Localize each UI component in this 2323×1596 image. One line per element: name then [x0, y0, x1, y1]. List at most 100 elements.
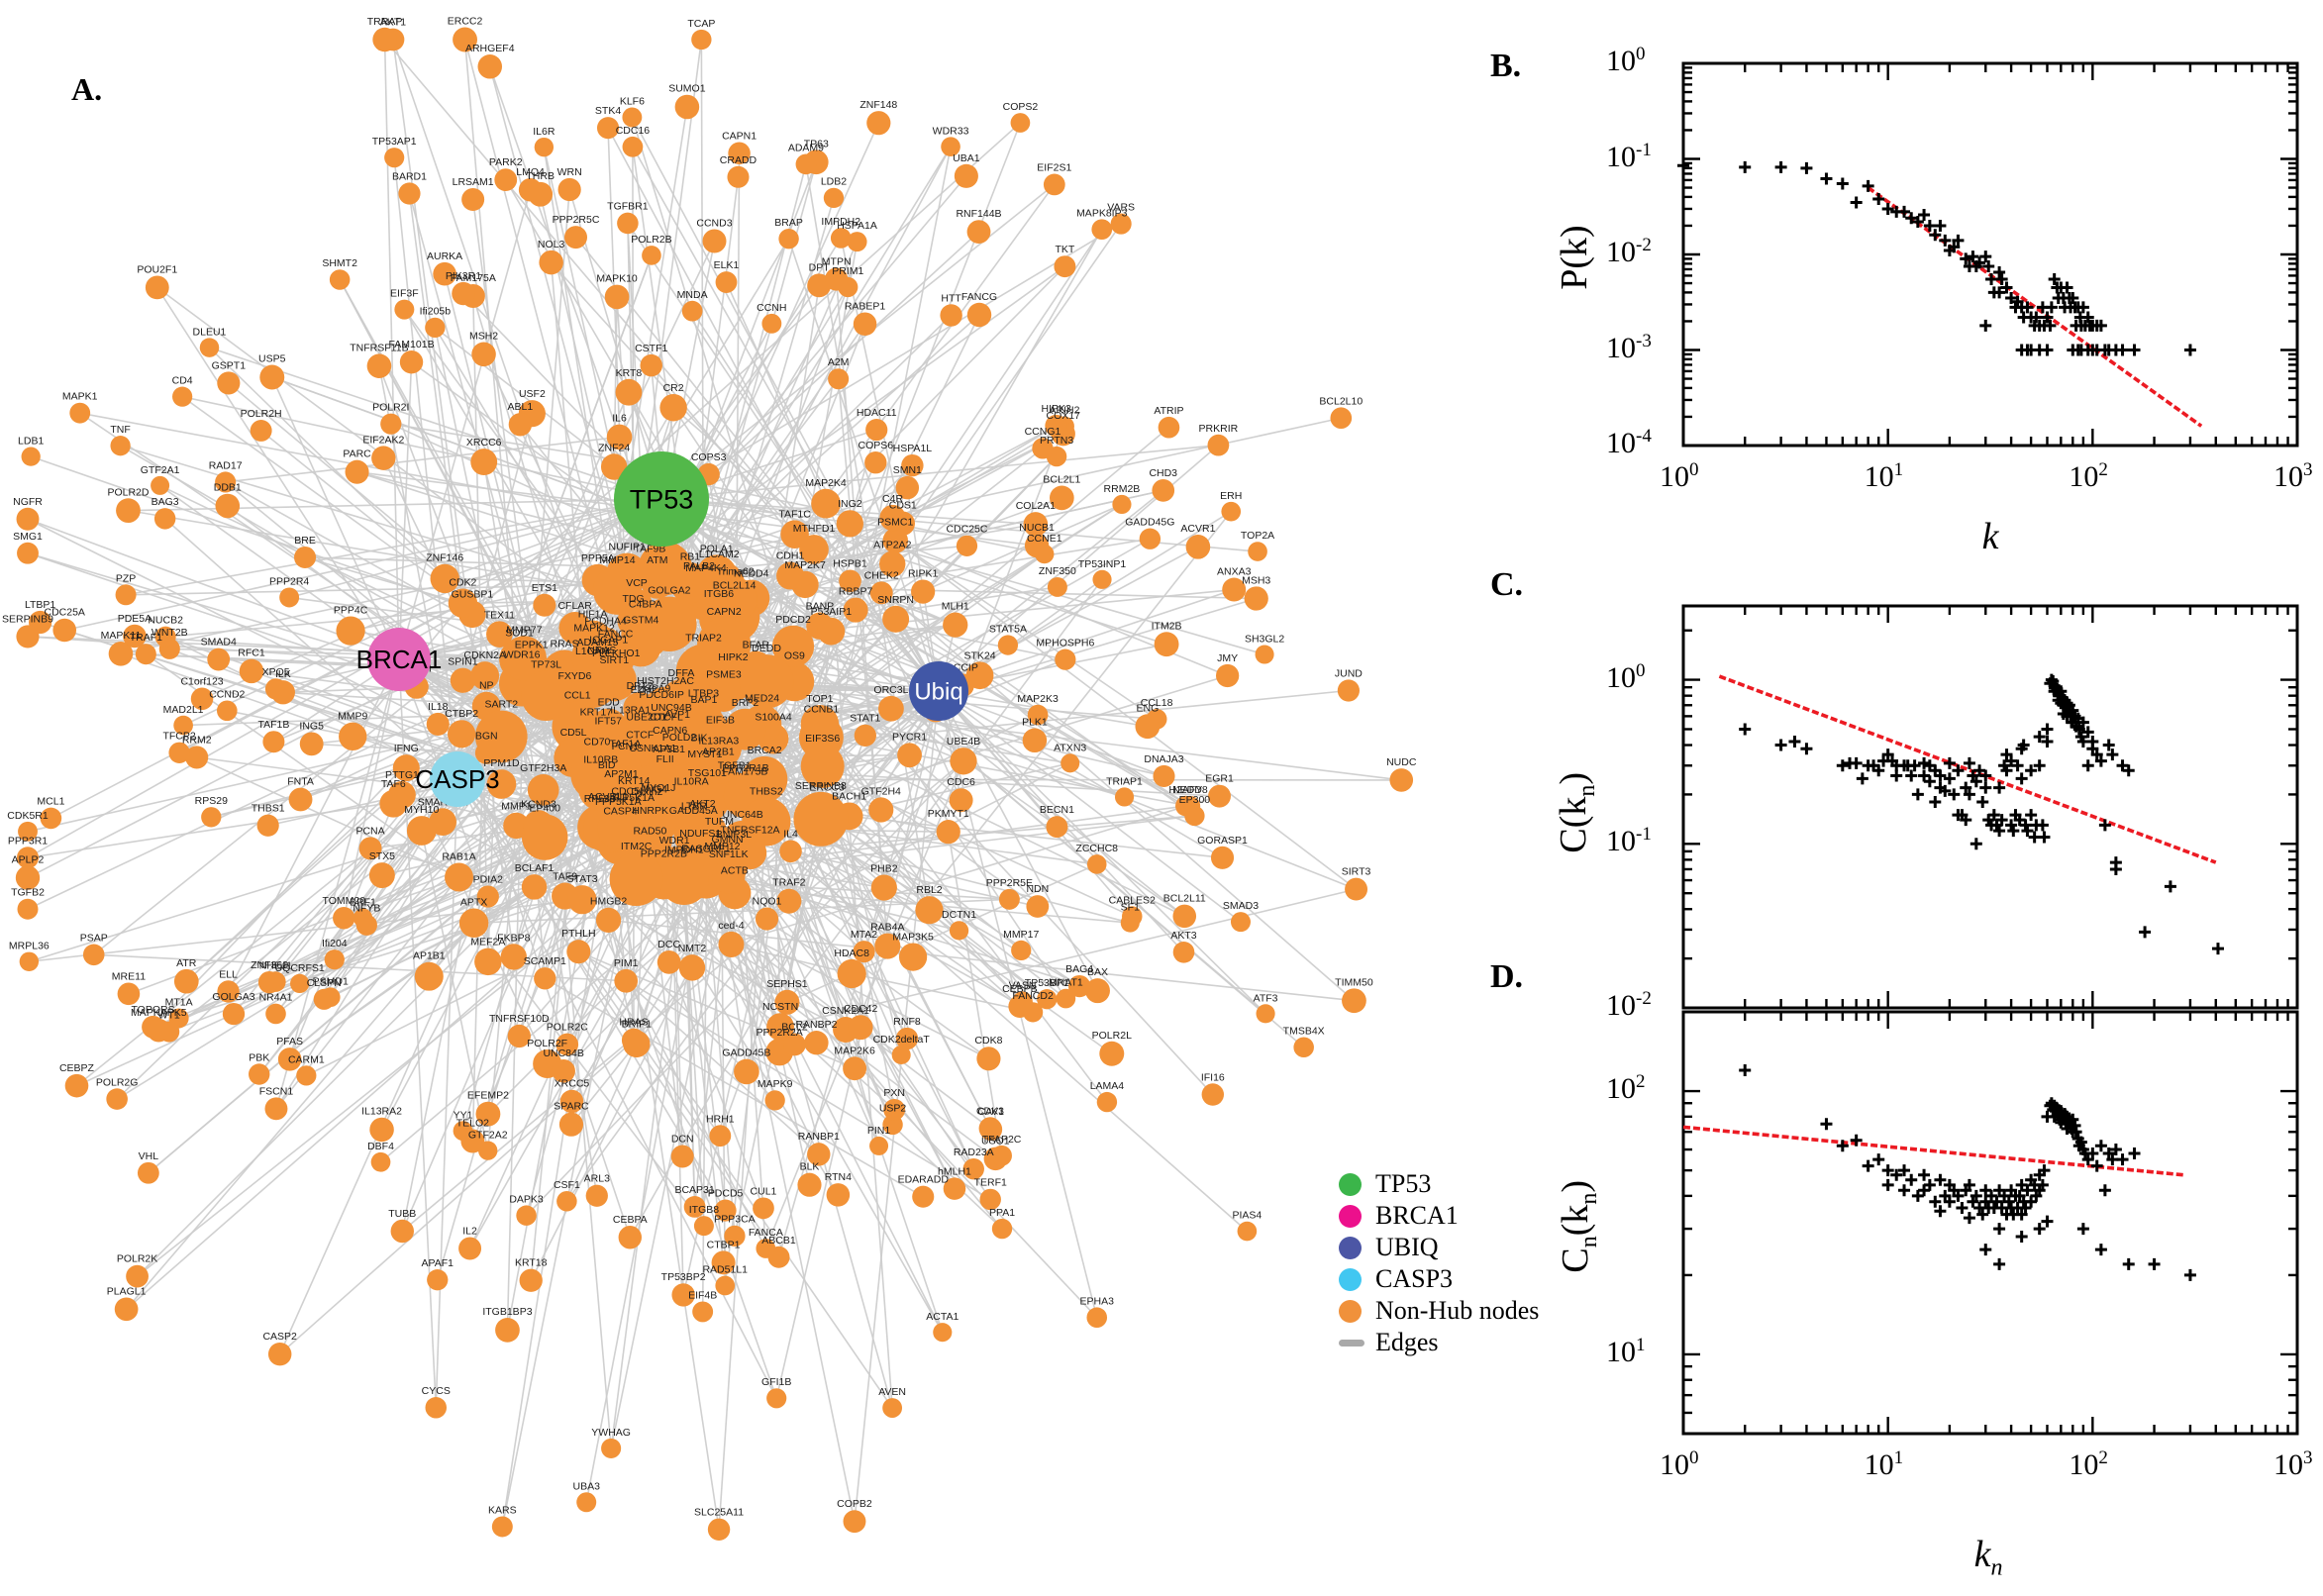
fit-line — [1718, 674, 2217, 864]
non-hub-node — [895, 1027, 919, 1050]
non-hub-node — [865, 418, 888, 442]
network-edge — [471, 122, 1021, 615]
scatter-points — [1739, 1063, 2196, 1281]
non-hub-node — [1201, 1083, 1225, 1106]
legend-item-edges: Edges — [1339, 1327, 1539, 1358]
data-point — [2038, 831, 2051, 844]
non-hub-node — [173, 715, 193, 736]
data-point — [1979, 319, 1992, 332]
non-hub-node — [427, 1269, 449, 1291]
non-hub-node — [991, 1145, 1012, 1166]
network-edge — [442, 787, 601, 823]
non-hub-node — [390, 1219, 414, 1244]
non-hub-node — [379, 789, 408, 818]
non-hub-node — [534, 967, 556, 990]
network-legend: TP53 BRCA1 UBIQ CASP3 Non-Hub nodes Edge… — [1339, 1168, 1539, 1358]
network-edge — [636, 878, 989, 1059]
non-hub-node — [355, 914, 377, 936]
y-tick-label: 10-1 — [1606, 139, 1652, 173]
network-edge — [880, 592, 1195, 817]
data-point — [2033, 1223, 2046, 1236]
non-hub-node — [692, 1301, 714, 1323]
network-edge — [938, 690, 1059, 828]
network-edge — [181, 395, 662, 500]
non-hub-node — [1120, 913, 1140, 933]
non-hub-node — [450, 667, 476, 693]
network-edge — [788, 900, 991, 1200]
non-hub-node — [1086, 854, 1107, 874]
network-edge — [27, 640, 593, 910]
non-hub-node — [711, 1250, 736, 1275]
non-hub-node — [874, 933, 901, 959]
data-point — [1872, 1153, 1885, 1166]
non-hub-node — [366, 353, 392, 378]
non-hub-node — [800, 704, 840, 744]
network-edge — [538, 825, 598, 1196]
network-edge — [209, 347, 662, 500]
non-hub-node — [853, 941, 875, 963]
data-point — [1993, 1257, 2006, 1270]
network-edge — [633, 229, 1103, 1042]
non-hub-node — [425, 317, 446, 339]
non-hub-node — [137, 1161, 159, 1184]
data-point — [1918, 208, 1931, 221]
non-hub-node — [823, 187, 845, 209]
legend-label: Non-Hub nodes — [1375, 1296, 1540, 1325]
data-point — [1739, 1063, 1752, 1076]
non-hub-node — [825, 267, 849, 291]
panel-c-label: C. — [1490, 566, 1524, 603]
data-point — [2041, 723, 2054, 736]
x-tick-label: 101 — [1864, 1447, 1904, 1481]
non-hub-node — [384, 148, 405, 168]
non-hub-node — [508, 413, 533, 437]
non-hub-node — [891, 1045, 911, 1064]
network-edge — [938, 690, 1223, 859]
non-hub-node — [19, 951, 40, 971]
network-edge — [705, 876, 736, 1237]
network-edge — [398, 658, 727, 1211]
non-hub-node — [1047, 576, 1067, 597]
non-hub-node — [324, 949, 345, 970]
non-hub-node — [830, 228, 852, 249]
legend-label: CASP3 — [1375, 1264, 1454, 1293]
non-hub-node — [901, 453, 924, 477]
non-hub-node — [718, 931, 745, 957]
non-hub-node — [259, 364, 285, 390]
non-hub-node — [681, 300, 703, 322]
non-hub-node — [869, 581, 893, 605]
network-edge — [938, 690, 1242, 923]
network-edge — [289, 828, 619, 1060]
non-hub-node — [262, 731, 285, 753]
non-hub-node — [371, 446, 396, 470]
non-hub-node — [453, 27, 478, 52]
casp3-hub-swatch-icon — [1339, 1267, 1362, 1291]
network-edge — [421, 830, 489, 1151]
non-hub-node — [898, 943, 928, 971]
non-hub-node — [1154, 632, 1179, 657]
non-hub-node — [601, 1438, 622, 1458]
non-hub-node — [369, 1117, 394, 1143]
network-edge — [383, 39, 400, 660]
data-point — [1993, 825, 2006, 838]
non-hub-node — [753, 1197, 774, 1220]
non-hub-node — [108, 642, 134, 666]
non-hub-node — [866, 111, 891, 136]
network-edge — [849, 314, 980, 582]
non-hub-node — [843, 1510, 866, 1534]
non-hub-node — [1023, 512, 1049, 537]
data-point — [1993, 1223, 2006, 1236]
y-tick-label: 10-2 — [1606, 235, 1652, 268]
non-hub-node — [516, 1205, 537, 1226]
non-hub-node — [17, 542, 39, 564]
non-hub-node — [153, 508, 176, 530]
non-hub-node — [807, 1143, 831, 1166]
non-hub-node — [868, 797, 894, 823]
non-hub-node — [997, 635, 1019, 655]
data-point — [1898, 1184, 1911, 1197]
network-edge — [565, 1044, 638, 1202]
non-hub-node — [458, 908, 489, 939]
y-tick-label: 102 — [1606, 1071, 1646, 1106]
network-edge — [408, 193, 464, 604]
non-hub-node — [755, 907, 779, 931]
network-edge — [660, 498, 980, 676]
